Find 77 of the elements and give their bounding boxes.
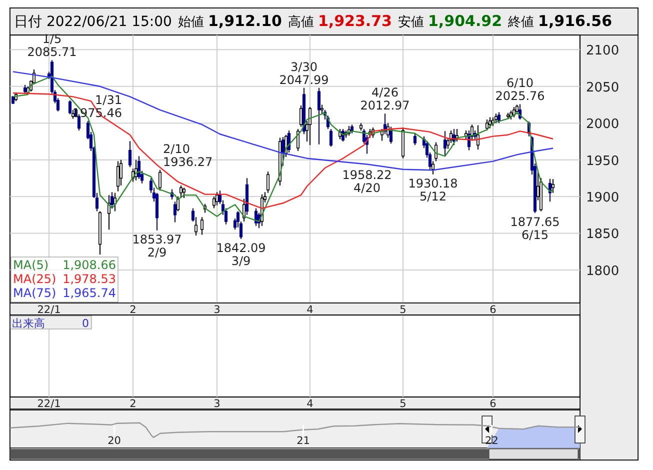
- annotation: 2/10 1936.27: [163, 142, 213, 169]
- candlestick: [281, 136, 285, 166]
- candlestick: [215, 192, 219, 206]
- chart-title: 日付 2022/06/21 15:00: [14, 14, 172, 30]
- candlestick: [299, 104, 303, 128]
- candlestick: [158, 169, 162, 192]
- candlestick: [497, 112, 501, 124]
- text: 終値 1,916.56: [507, 12, 612, 30]
- candlestick: [317, 87, 321, 145]
- annotation: 1958.22 4/20: [342, 168, 392, 195]
- candlestick: [551, 178, 555, 194]
- candlestick: [173, 201, 177, 223]
- y-tick-label: 1800: [586, 264, 620, 279]
- candlestick: [137, 156, 141, 180]
- candlestick: [254, 208, 258, 226]
- text: 5: [400, 398, 406, 410]
- text: 4: [306, 398, 314, 410]
- y-tick-label: 1850: [586, 227, 620, 242]
- candlestick: [68, 100, 72, 115]
- x-tick-label: 4: [306, 304, 314, 316]
- candlestick: [434, 142, 438, 162]
- annotation: 1877.65 6/15: [510, 214, 560, 242]
- text: MA(5): [13, 258, 49, 272]
- y-tick-label: 2050: [586, 80, 620, 96]
- text: 始値 1,912.10: [178, 12, 282, 30]
- x-tick-label: 20: [108, 435, 121, 447]
- annotation: 3/30 2047.99: [279, 60, 329, 87]
- text: 6: [490, 398, 496, 410]
- line-series: [12, 71, 554, 171]
- candlestick: [113, 192, 117, 212]
- candlestick: [116, 160, 120, 192]
- x-tick-label: 21: [296, 435, 310, 447]
- annotation: 1,978.53: [62, 272, 116, 286]
- candlestick: [194, 216, 198, 236]
- candlestick: [179, 185, 183, 199]
- candlestick: [485, 118, 489, 131]
- y-tick-label: 1950: [586, 154, 620, 169]
- candlestick: [329, 128, 333, 148]
- text: 3: [214, 398, 220, 410]
- x-tick-label: 5: [400, 304, 406, 316]
- y-tick-label: 2100: [586, 44, 620, 59]
- candlestick: [128, 140, 132, 168]
- candlestick: [308, 106, 312, 146]
- text: 高値 1,923.73: [288, 12, 392, 30]
- annotation: 1,908.66: [62, 258, 116, 272]
- candlestick: [443, 130, 447, 157]
- annotation: 1842.09 3/9: [216, 241, 266, 268]
- y-tick-label: 2000: [586, 117, 620, 132]
- text: MA(75): [13, 286, 56, 300]
- x-tick-label: 6: [490, 304, 497, 316]
- annotation: 1,965.74: [62, 286, 116, 300]
- candlestick: [110, 192, 114, 209]
- candlestick: [191, 208, 195, 222]
- y-tick-label: 1900: [586, 190, 620, 206]
- annotation: 6/10 2025.76: [495, 76, 545, 104]
- candlestick: [320, 104, 324, 115]
- candlestick: [200, 216, 204, 236]
- candlestick: [182, 187, 186, 199]
- text: MA(25): [13, 272, 56, 286]
- candlestick: [488, 116, 492, 129]
- text: 2: [130, 398, 136, 410]
- candlestick: [266, 171, 270, 194]
- text: 22/1: [37, 398, 61, 410]
- text: 安値 1,904.92: [398, 12, 502, 30]
- text: 出来高: [12, 317, 45, 330]
- annotation: 4/26 2012.97: [360, 86, 410, 113]
- annotation: 1/5 2085.71: [27, 32, 77, 60]
- annotation: 1930.18 5/12: [408, 176, 458, 204]
- candlestick: [212, 196, 216, 209]
- x-tick-label: 22/1: [37, 304, 61, 316]
- candlestick: [413, 132, 417, 146]
- candlestick: [431, 160, 435, 175]
- x-tick-label: 3: [214, 304, 220, 316]
- x-tick-label: 2: [130, 304, 136, 316]
- text: 0: [82, 317, 89, 330]
- annotation: 1853.97 2/9: [132, 232, 182, 260]
- candlestick: [515, 104, 519, 115]
